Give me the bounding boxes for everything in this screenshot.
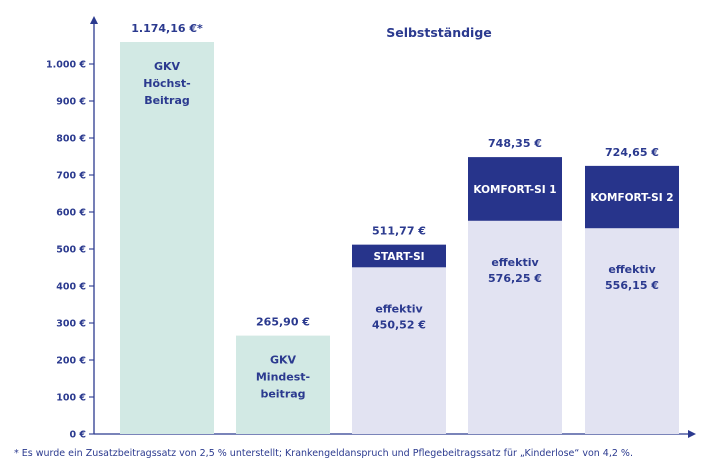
bar <box>236 335 330 434</box>
y-tick-label: 100 € <box>56 393 86 404</box>
bar <box>120 42 214 434</box>
chart-title: Selbstständige <box>386 25 492 40</box>
bar-inner-label: Höchst- <box>143 77 191 90</box>
bar-effective-label: 450,52 € <box>372 318 426 331</box>
bar-value-label: 511,77 € <box>372 225 426 238</box>
y-tick-label: 1.000 € <box>46 60 86 71</box>
bar-effective-segment <box>352 267 446 434</box>
bar-group: 1.174,16 €* GKV Höchst- Beitrag <box>120 22 214 434</box>
bar-inner-label: Mindest- <box>256 371 310 384</box>
bar-group: START-SI effektiv 450,52 € 511,77 € <box>352 225 446 434</box>
bar-value-label: 265,90 € <box>256 316 310 329</box>
y-tick-label: 700 € <box>56 171 86 182</box>
y-tick-label: 900 € <box>56 97 86 108</box>
y-tick-label: 500 € <box>56 245 86 256</box>
y-tick-label: 300 € <box>56 319 86 330</box>
bar-effective-label: effektiv <box>491 256 539 269</box>
y-tick-label: 800 € <box>56 134 86 145</box>
bar-value-label: 724,65 € <box>605 146 659 159</box>
y-tick-label: 200 € <box>56 356 86 367</box>
bar-effective-label: effektiv <box>608 263 656 276</box>
bar-value-label: 748,35 € <box>488 137 542 150</box>
bar-effective-label: effektiv <box>375 302 423 315</box>
bar-group: KOMFORT-SI 2 effektiv 556,15 € 724,65 € <box>585 146 679 434</box>
bar-inner-label: Beitrag <box>144 94 190 107</box>
bar-band-segment <box>352 244 446 268</box>
bar-inner-label: GKV <box>154 60 181 73</box>
y-axis-arrow <box>90 16 98 24</box>
y-tick-label: 600 € <box>56 208 86 219</box>
bar-band-label: KOMFORT-SI 2 <box>590 192 673 204</box>
bar-band-label: KOMFORT-SI 1 <box>473 184 556 196</box>
bar-group: 265,90 € GKV Mindest-beitrag <box>236 316 330 434</box>
bar-band-segment <box>468 157 562 221</box>
y-tick-label: 400 € <box>56 282 86 293</box>
bar-inner-label: beitrag <box>260 388 305 401</box>
bar-effective-segment <box>468 220 562 434</box>
bar-inner-label: GKV <box>270 354 297 367</box>
bar-effective-label: 556,15 € <box>605 279 659 292</box>
bars: 1.174,16 €* GKV Höchst- Beitrag 265,90 € GKV M… <box>120 22 679 434</box>
bar-effective-label: 576,25 € <box>488 272 542 285</box>
x-axis-arrow <box>688 430 696 438</box>
bar-group: KOMFORT-SI 1 effektiv 576,25 € 748,35 € <box>468 137 562 434</box>
bar-band-segment <box>585 165 679 229</box>
bar-effective-segment <box>585 228 679 434</box>
bar-band-label: START-SI <box>373 251 424 263</box>
footnote: * Es wurde ein Zusatzbeitragssatz von 2,… <box>14 448 633 459</box>
y-tick-label: 0 € <box>69 430 86 441</box>
bar-value-label: 1.174,16 €* <box>131 22 203 35</box>
